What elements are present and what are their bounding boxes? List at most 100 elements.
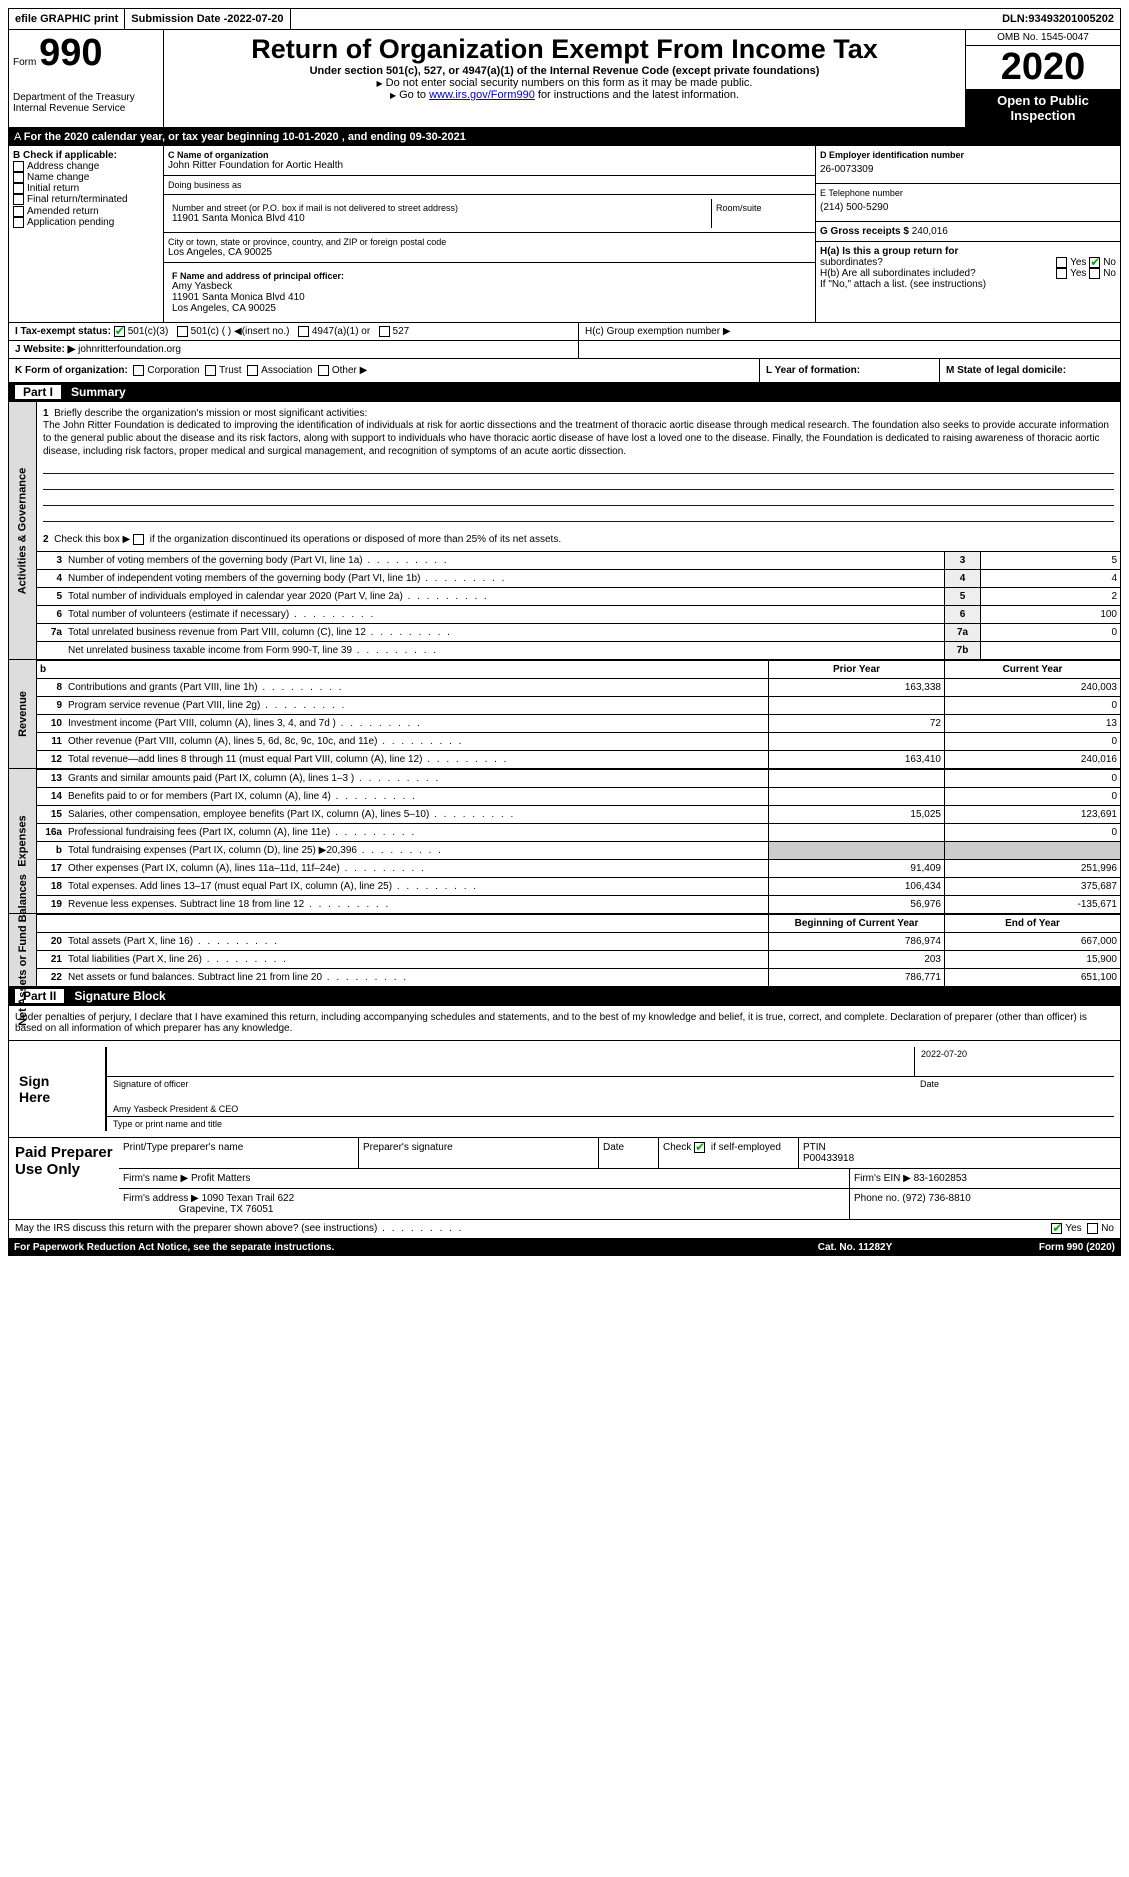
omb-number: OMB No. 1545-0047	[966, 30, 1120, 46]
cb-hb-no[interactable]	[1089, 268, 1100, 279]
city-label: City or town, state or province, country…	[168, 237, 811, 247]
irs-link[interactable]: www.irs.gov/Form990	[429, 89, 535, 101]
submission-date: Submission Date - 2022-07-20	[125, 9, 290, 29]
firm-city: Grapevine, TX 76051	[179, 1204, 274, 1215]
form-header: Form 990 Department of the Treasury Inte…	[8, 30, 1121, 128]
mission-text: The John Ritter Foundation is dedicated …	[43, 420, 1109, 457]
rev-row: 13Grants and similar amounts paid (Part …	[37, 769, 1120, 787]
rev-row: 17Other expenses (Part IX, column (A), l…	[37, 859, 1120, 877]
rev-row: bTotal fundraising expenses (Part IX, co…	[37, 841, 1120, 859]
firm-name: Profit Matters	[191, 1173, 250, 1184]
rev-row: 11Other revenue (Part VIII, column (A), …	[37, 732, 1120, 750]
form-subtitle: Under section 501(c), 527, or 4947(a)(1)…	[168, 65, 961, 77]
line-row: 6Total number of volunteers (estimate if…	[37, 605, 1120, 623]
dba-label: Doing business as	[168, 180, 811, 190]
prep-name-label: Print/Type preparer's name	[119, 1138, 359, 1168]
section-bcdefgh: B Check if applicable: Address change Na…	[8, 146, 1121, 323]
officer-name: Amy Yasbeck	[172, 281, 807, 292]
rev-row: 18Total expenses. Add lines 13–17 (must …	[37, 877, 1120, 895]
cb-final-return[interactable]: Final return/terminated	[13, 194, 159, 205]
line-row: 5Total number of individuals employed in…	[37, 587, 1120, 605]
tax-year-period: A For the 2020 calendar year, or tax yea…	[8, 128, 1121, 146]
row-klm: K Form of organization: Corporation Trus…	[8, 359, 1121, 383]
cb-trust[interactable]	[205, 365, 216, 376]
tax-year: 2020	[966, 46, 1120, 89]
ha-label: H(a) Is this a group return for	[820, 246, 1116, 257]
cb-assoc[interactable]	[247, 365, 258, 376]
line-row: 4Number of independent voting members of…	[37, 569, 1120, 587]
rev-row: 14Benefits paid to or for members (Part …	[37, 787, 1120, 805]
paid-preparer-label: Paid Preparer Use Only	[9, 1138, 119, 1219]
cb-527[interactable]	[379, 326, 390, 337]
row-j: J Website: ▶ johnritterfoundation.org	[8, 341, 1121, 359]
efile-label: efile GRAPHIC print	[9, 9, 125, 29]
hb-label: H(b) Are all subordinates included?	[820, 268, 976, 279]
cb-hb-yes[interactable]	[1056, 268, 1067, 279]
form-number: 990	[39, 32, 102, 74]
cb-corp[interactable]	[133, 365, 144, 376]
part1-activities: Activities & Governance 1 Briefly descri…	[8, 402, 1121, 660]
cb-address-change[interactable]: Address change	[13, 161, 159, 172]
goto-note: Go to www.irs.gov/Form990 for instructio…	[168, 89, 961, 101]
cb-amended-return[interactable]: Amended return	[13, 206, 159, 217]
cat-no: Cat. No. 11282Y	[755, 1242, 955, 1253]
side-revenue: Revenue	[17, 691, 29, 737]
officer-city: Los Angeles, CA 90025	[172, 303, 807, 314]
cb-app-pending[interactable]: Application pending	[13, 217, 159, 228]
top-bar: efile GRAPHIC print Submission Date - 20…	[8, 8, 1121, 30]
cb-4947[interactable]	[298, 326, 309, 337]
part1-header: Part ISummary	[8, 383, 1121, 402]
part2-header: Part IISignature Block	[8, 987, 1121, 1006]
form-ref: Form 990 (2020)	[955, 1242, 1115, 1253]
rev-row: 8Contributions and grants (Part VIII, li…	[37, 678, 1120, 696]
cb-discontinued[interactable]	[133, 534, 144, 545]
sign-here-block: Sign Here 2022-07-20 Signature of office…	[8, 1041, 1121, 1138]
l1-label: Briefly describe the organization's miss…	[54, 408, 367, 419]
cb-501c3[interactable]	[114, 326, 125, 337]
part1-expenses: Expenses 13Grants and similar amounts pa…	[8, 769, 1121, 914]
side-activities: Activities & Governance	[17, 468, 29, 595]
ptin: P00433918	[803, 1153, 854, 1164]
irs-label: Internal Revenue Service	[13, 103, 159, 114]
footer-bar: For Paperwork Reduction Act Notice, see …	[8, 1239, 1121, 1256]
org-address: 11901 Santa Monica Blvd 410	[172, 213, 707, 224]
firm-phone: (972) 736-8810	[902, 1193, 970, 1204]
hdr-boy: Beginning of Current Year	[768, 915, 944, 932]
l2-text: Check this box ▶ if the organization dis…	[54, 534, 561, 545]
firm-ein: 83-1602853	[914, 1173, 967, 1184]
ein: 26-0073309	[820, 160, 1116, 179]
cb-501c[interactable]	[177, 326, 188, 337]
cb-discuss-yes[interactable]	[1051, 1223, 1062, 1234]
dept-treasury: Department of the Treasury	[13, 92, 159, 103]
cb-name-change[interactable]: Name change	[13, 172, 159, 183]
prep-date-label: Date	[599, 1138, 659, 1168]
part1-netassets: Net Assets or Fund Balances Beginning of…	[8, 914, 1121, 987]
firm-addr: 1090 Texan Trail 622	[202, 1193, 295, 1204]
hdr-eoy: End of Year	[944, 915, 1120, 932]
sign-here-label: Sign Here	[9, 1041, 89, 1137]
cb-other[interactable]	[318, 365, 329, 376]
cb-self-employed[interactable]	[694, 1142, 705, 1153]
sig-date-val: 2022-07-20	[914, 1047, 1114, 1076]
perjury-declaration: Under penalties of perjury, I declare th…	[8, 1006, 1121, 1041]
rev-row: 10Investment income (Part VIII, column (…	[37, 714, 1120, 732]
cb-initial-return[interactable]: Initial return	[13, 183, 159, 194]
sig-date-label: Date	[914, 1077, 1114, 1091]
cb-discuss-no[interactable]	[1087, 1223, 1098, 1234]
room-label: Room/suite	[716, 203, 807, 213]
l-label: L Year of formation:	[766, 365, 860, 376]
e-label: E Telephone number	[820, 188, 1116, 198]
prep-sig-label: Preparer's signature	[359, 1138, 599, 1168]
sig-officer-label: Signature of officer	[107, 1077, 914, 1091]
form-label: Form	[13, 57, 36, 68]
officer-name-title: Amy Yasbeck President & CEO	[107, 1102, 244, 1116]
cb-ha-no[interactable]	[1089, 257, 1100, 268]
hdr-current-year: Current Year	[944, 661, 1120, 678]
rev-row: 12Total revenue—add lines 8 through 11 (…	[37, 750, 1120, 768]
hdr-prior-year: Prior Year	[768, 661, 944, 678]
cb-ha-yes[interactable]	[1056, 257, 1067, 268]
d-label: D Employer identification number	[820, 150, 1116, 160]
open-public: Open to Public Inspection	[966, 89, 1120, 127]
gross-receipts: 240,016	[912, 226, 948, 237]
m-label: M State of legal domicile:	[946, 365, 1066, 376]
